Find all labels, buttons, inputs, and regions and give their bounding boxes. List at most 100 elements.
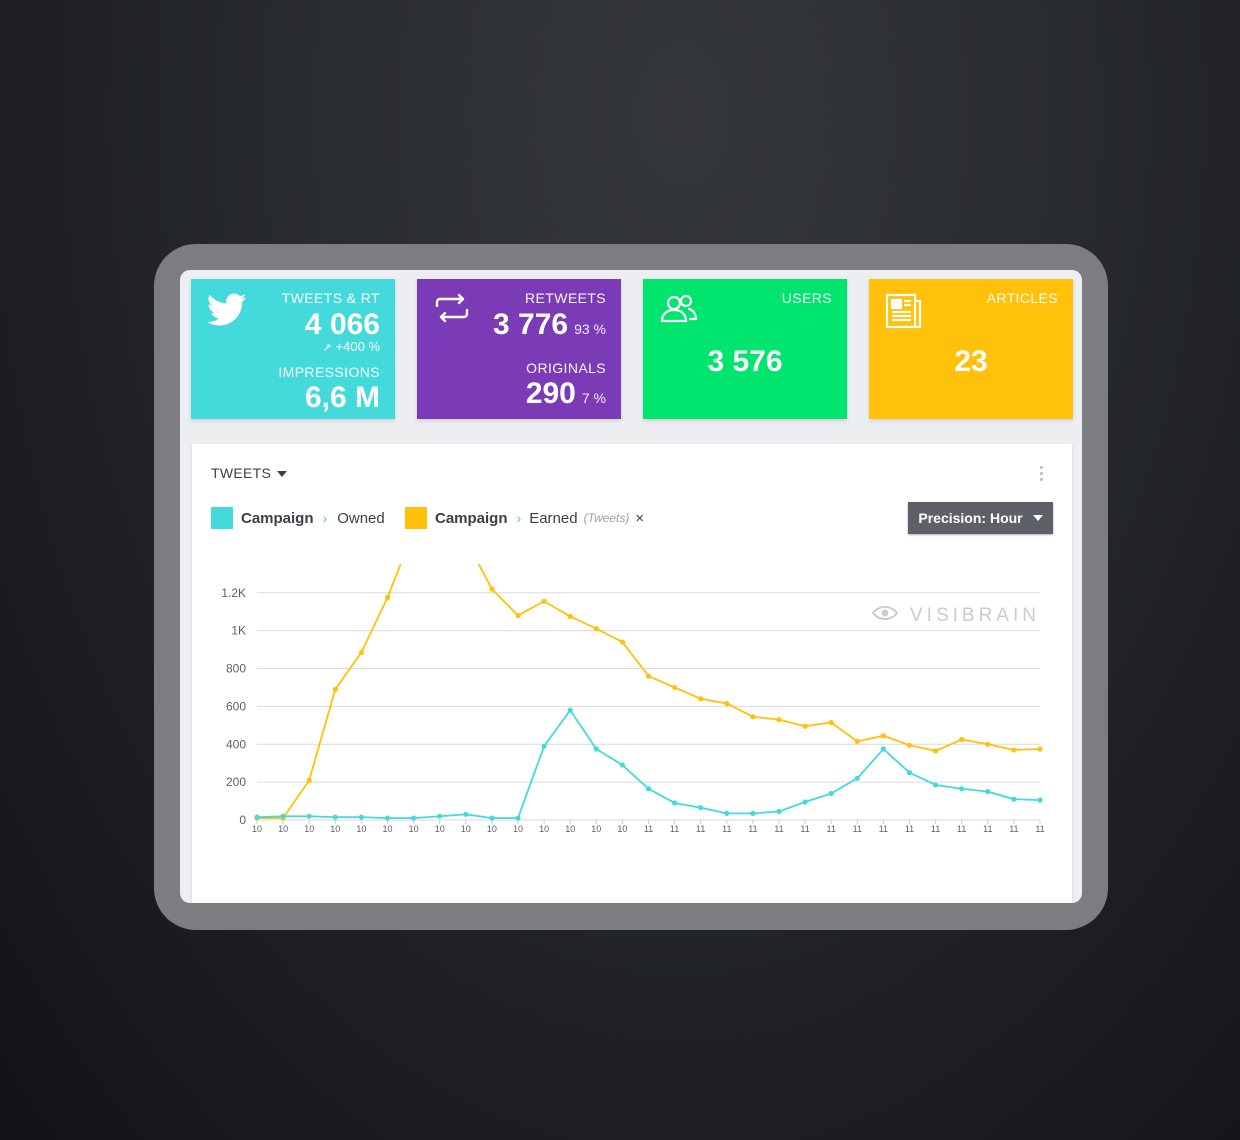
newspaper-icon <box>885 293 923 334</box>
data-point[interactable] <box>854 775 860 781</box>
data-point[interactable] <box>489 586 495 592</box>
data-point[interactable] <box>306 777 312 783</box>
data-point[interactable] <box>463 811 469 817</box>
data-point[interactable] <box>411 815 417 821</box>
impressions-value: 6,6 M <box>304 381 380 414</box>
trend-up-icon: ↗ <box>322 342 332 354</box>
more-options-icon[interactable] <box>1040 466 1044 484</box>
dashboard-screen: TWEETS & RT 4 066 ↗ +400 % IMPRESSIONS 6,… <box>180 270 1082 903</box>
retweets-value: 3 776 <box>493 308 569 341</box>
data-point[interactable] <box>515 612 521 619</box>
x-tick-label: 11 <box>905 824 914 834</box>
data-point[interactable] <box>593 746 599 752</box>
articles-value: 23 <box>954 345 988 378</box>
data-point[interactable] <box>567 613 573 620</box>
data-point[interactable] <box>776 717 782 723</box>
data-point[interactable] <box>619 639 625 645</box>
data-point[interactable] <box>1011 796 1017 802</box>
legend-earned[interactable]: Campaign › Earned (Tweets) × <box>405 507 644 529</box>
data-point[interactable] <box>828 719 834 726</box>
data-point[interactable] <box>541 743 547 749</box>
data-point[interactable] <box>724 810 730 816</box>
data-point[interactable] <box>280 813 286 819</box>
data-point[interactable] <box>750 810 756 816</box>
data-point[interactable] <box>698 805 704 811</box>
data-point[interactable] <box>541 598 547 604</box>
legend-earned-note: (Tweets) <box>583 511 630 525</box>
data-point[interactable] <box>593 626 599 632</box>
users-card[interactable]: USERS 3 576 <box>643 279 847 419</box>
data-point[interactable] <box>332 814 338 820</box>
precision-label: Precision: Hour <box>918 510 1023 526</box>
x-tick-label: 10 <box>252 824 262 834</box>
data-point[interactable] <box>698 696 704 702</box>
originals-pct: 7 % <box>581 390 606 406</box>
data-point[interactable] <box>802 723 808 729</box>
data-point[interactable] <box>933 748 939 754</box>
data-point[interactable] <box>750 714 756 720</box>
x-tick-label: 11 <box>1009 824 1018 834</box>
data-point[interactable] <box>358 649 364 656</box>
chevron-right-icon: › <box>322 510 328 526</box>
data-point[interactable] <box>880 746 887 752</box>
data-point[interactable] <box>906 742 913 748</box>
retweets-card[interactable]: RETWEETS 3 776 93 % ORIGINALS 290 7 % <box>417 279 621 419</box>
data-point[interactable] <box>489 815 495 821</box>
x-tick-label: 11 <box>1035 824 1044 834</box>
data-point[interactable] <box>959 736 965 743</box>
data-point[interactable] <box>306 813 312 819</box>
data-point[interactable] <box>828 790 834 797</box>
data-point[interactable] <box>1037 746 1043 752</box>
legend-owned[interactable]: Campaign › Owned <box>211 507 385 529</box>
data-point[interactable] <box>332 686 338 692</box>
data-point[interactable] <box>906 770 913 776</box>
data-point[interactable] <box>515 815 521 821</box>
x-tick-label: 11 <box>827 824 836 834</box>
data-point[interactable] <box>985 741 991 747</box>
remove-series-icon[interactable]: × <box>635 509 645 527</box>
data-point[interactable] <box>437 813 443 819</box>
legend-earned-strong: Campaign <box>435 509 508 527</box>
data-point[interactable] <box>567 707 573 713</box>
tweets-trend-value: +400 % <box>335 339 380 354</box>
articles-label: ARTICLES <box>986 290 1058 306</box>
x-tick-label: 10 <box>539 824 549 834</box>
x-tick-label: 11 <box>774 824 783 834</box>
precision-dropdown[interactable]: Precision: Hour <box>908 502 1053 534</box>
data-point[interactable] <box>724 700 730 707</box>
data-point[interactable] <box>254 814 260 820</box>
y-tick-label: 600 <box>226 699 246 713</box>
data-point[interactable] <box>384 594 391 601</box>
data-point[interactable] <box>1037 797 1043 803</box>
data-point[interactable] <box>384 815 391 821</box>
retweets-label: RETWEETS <box>525 290 606 306</box>
data-point[interactable] <box>619 762 625 768</box>
users-icon <box>659 293 699 330</box>
caret-down-icon <box>277 471 288 478</box>
data-point[interactable] <box>1011 747 1017 753</box>
watermark-text: VISIBRAIN <box>910 605 1040 626</box>
tweets-panel: TWEETS Campaign › Owned Campaign › Earne… <box>192 444 1072 903</box>
tweets-rt-card[interactable]: TWEETS & RT 4 066 ↗ +400 % IMPRESSIONS 6,… <box>191 279 395 419</box>
x-tick-label: 11 <box>957 824 966 834</box>
data-point[interactable] <box>672 684 678 691</box>
x-tick-label: 10 <box>278 824 288 834</box>
data-point[interactable] <box>802 799 808 805</box>
x-tick-label: 10 <box>513 824 523 834</box>
data-point[interactable] <box>933 782 939 788</box>
tweets-rt-label: TWEETS & RT <box>281 290 380 306</box>
data-point[interactable] <box>985 788 991 795</box>
data-point[interactable] <box>776 808 782 815</box>
data-point[interactable] <box>645 673 652 679</box>
legend-earned-sub: Earned <box>529 509 578 527</box>
panel-title-dropdown[interactable]: TWEETS <box>211 465 288 481</box>
data-point[interactable] <box>358 814 364 820</box>
data-point[interactable] <box>880 733 887 739</box>
data-point[interactable] <box>854 738 860 745</box>
y-tick-label: 800 <box>226 662 246 676</box>
data-point[interactable] <box>645 786 652 792</box>
data-point[interactable] <box>959 786 965 792</box>
data-point[interactable] <box>672 800 678 806</box>
x-tick-label: 10 <box>356 824 366 834</box>
articles-card[interactable]: ARTICLES 23 <box>869 279 1073 419</box>
